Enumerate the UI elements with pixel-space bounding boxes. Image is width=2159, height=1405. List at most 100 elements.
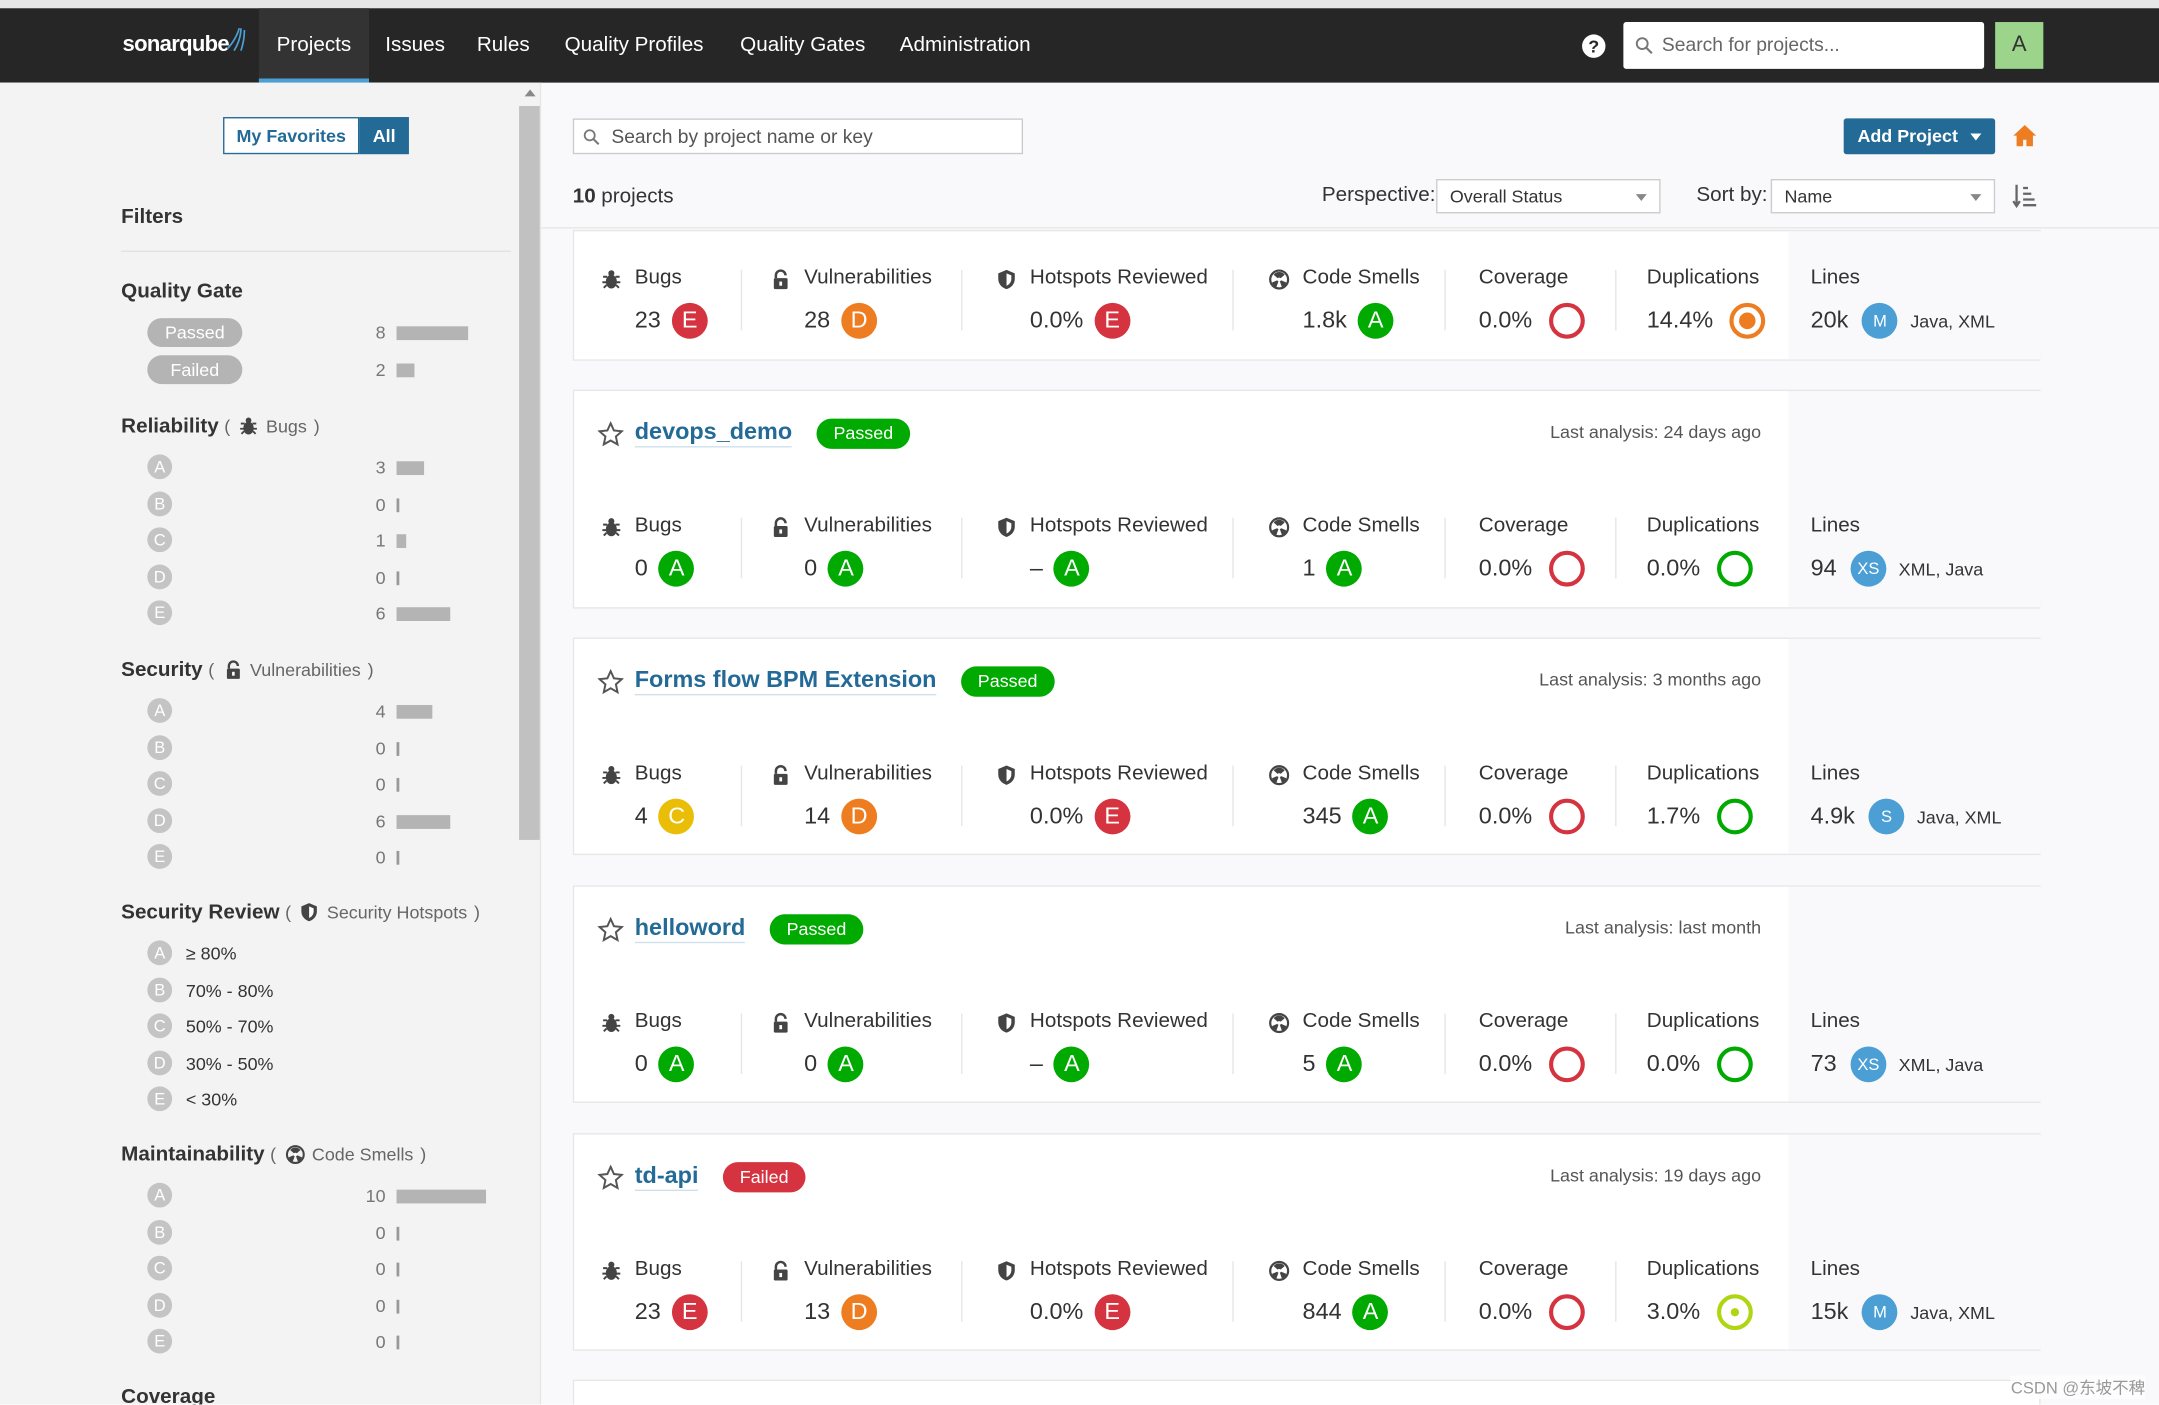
separator xyxy=(1615,1261,1617,1322)
value: 3.0% xyxy=(1646,1298,1701,1325)
languages: Java, XML xyxy=(1916,806,2002,827)
metric-value: 345 A xyxy=(1303,798,1389,835)
rating-badge[interactable]: E xyxy=(147,1086,173,1112)
metric-icon xyxy=(773,269,788,290)
metric-icon xyxy=(998,269,1015,290)
all-toggle[interactable]: All xyxy=(359,117,409,155)
project-name[interactable]: Forms flow BPM Extension xyxy=(634,666,937,696)
rating-badge[interactable]: A xyxy=(147,940,173,966)
count-bar xyxy=(396,814,451,829)
select[interactable]: Overall Status xyxy=(1436,178,1661,214)
metric-label: Lines xyxy=(1810,1009,1861,1033)
help-icon[interactable]: ? xyxy=(1582,34,1606,58)
count: 3 xyxy=(375,457,386,478)
metric-value: – A xyxy=(1030,550,1090,587)
add-project[interactable]: Add Project xyxy=(1843,118,1996,155)
metric-value: 13 D xyxy=(804,1294,877,1331)
metric-icon xyxy=(1269,517,1290,538)
rating-badge[interactable]: A xyxy=(147,698,173,723)
nav-item[interactable]: Quality Profiles xyxy=(564,33,704,57)
rating: D xyxy=(841,1294,877,1331)
metric-value: 0.0% xyxy=(1479,1046,1585,1083)
nav-item[interactable]: Rules xyxy=(476,33,530,57)
group-title: Security(Vulnerabilities) xyxy=(121,658,373,681)
range-label: 50% - 70% xyxy=(185,1016,274,1037)
rating-badge[interactable]: C xyxy=(147,527,173,553)
gate-pill[interactable]: Failed xyxy=(147,355,243,385)
count: 0 xyxy=(375,566,386,588)
rating-badge[interactable]: C xyxy=(147,1255,173,1281)
select[interactable]: Name xyxy=(1770,178,1996,214)
project-name[interactable]: helloword xyxy=(634,914,746,944)
value: 23 xyxy=(634,1298,661,1325)
rating-badge[interactable]: D xyxy=(147,563,173,589)
gate-badge: Failed xyxy=(723,1162,806,1193)
fav-toggle[interactable]: My Favorites xyxy=(223,117,360,155)
bracket: ( xyxy=(224,415,231,437)
metric-icon xyxy=(1269,269,1290,290)
avatar[interactable]: A xyxy=(1995,22,2044,69)
group-title: Security Review(Security Hotspots) xyxy=(121,900,480,923)
count: 0 xyxy=(375,846,386,868)
metric-label: Duplications xyxy=(1646,1257,1760,1281)
ring-dot xyxy=(1739,312,1756,330)
separator xyxy=(740,1013,743,1074)
value: 5 xyxy=(1302,1050,1316,1077)
nav-item[interactable]: Quality Gates xyxy=(740,33,866,57)
project-name[interactable]: devops_demo xyxy=(634,419,793,448)
nav-item[interactable]: Issues xyxy=(385,33,445,57)
group-title: Maintainability(Code Smells) xyxy=(121,1143,426,1166)
metric-label: Vulnerabilities xyxy=(804,761,932,785)
rating-badge[interactable]: B xyxy=(147,976,173,1002)
rating-badge[interactable]: C xyxy=(147,771,173,796)
project-name[interactable]: td-api xyxy=(634,1162,699,1192)
coverage-ring xyxy=(1548,1294,1585,1331)
gate-pill[interactable]: Passed xyxy=(147,318,243,347)
separator xyxy=(1232,1261,1234,1322)
divider xyxy=(121,250,511,252)
select-caret xyxy=(1970,194,1982,202)
value: 20k xyxy=(1810,307,1849,334)
metric-value: 844 A xyxy=(1303,1294,1389,1331)
rating-badge[interactable]: B xyxy=(147,734,173,760)
header-line xyxy=(541,227,2159,229)
rating-badge[interactable]: E xyxy=(147,600,173,626)
rating-badge[interactable]: B xyxy=(147,490,173,516)
rating-badge[interactable]: D xyxy=(147,807,173,833)
project-search[interactable]: Search for projects... xyxy=(1623,22,1985,69)
rating-badge[interactable]: A xyxy=(147,1182,173,1208)
rating-badge[interactable]: D xyxy=(147,1049,173,1075)
metric-icon xyxy=(773,1012,788,1033)
count: 0 xyxy=(375,737,386,758)
count-bar xyxy=(396,497,399,512)
languages: XML, Java xyxy=(1898,1054,1984,1075)
rating: A xyxy=(828,1046,864,1083)
main-search[interactable]: Search by project name or key xyxy=(572,118,1024,155)
metric-label: Bugs xyxy=(634,1009,682,1033)
bracket: ) xyxy=(420,1144,427,1165)
search-placeholder: Search by project name or key xyxy=(611,125,873,148)
rating-badge[interactable]: A xyxy=(147,454,173,480)
value: 0 xyxy=(634,1050,648,1077)
project-card xyxy=(572,1379,2041,1405)
metric-label: Vulnerabilities xyxy=(804,513,932,537)
separator xyxy=(740,1261,743,1322)
rating-badge[interactable]: D xyxy=(147,1292,173,1318)
nav-item[interactable]: Administration xyxy=(899,33,1031,57)
nav-item[interactable]: Projects xyxy=(258,8,370,83)
group-icon xyxy=(226,660,240,679)
separator xyxy=(1444,269,1446,331)
count: 0 xyxy=(375,1331,386,1353)
scroll-arrow xyxy=(524,89,536,97)
metric-label: Coverage xyxy=(1478,1009,1569,1033)
scrollbar xyxy=(519,106,540,840)
rating-badge[interactable]: E xyxy=(147,1328,173,1354)
rating-badge[interactable]: E xyxy=(147,844,173,869)
metric-label: Coverage xyxy=(1478,513,1569,537)
lines-panel xyxy=(1788,638,2041,854)
metric-value: 0.0% E xyxy=(1030,1294,1131,1331)
rating-badge[interactable]: B xyxy=(147,1219,173,1245)
rating-badge[interactable]: C xyxy=(147,1013,173,1039)
